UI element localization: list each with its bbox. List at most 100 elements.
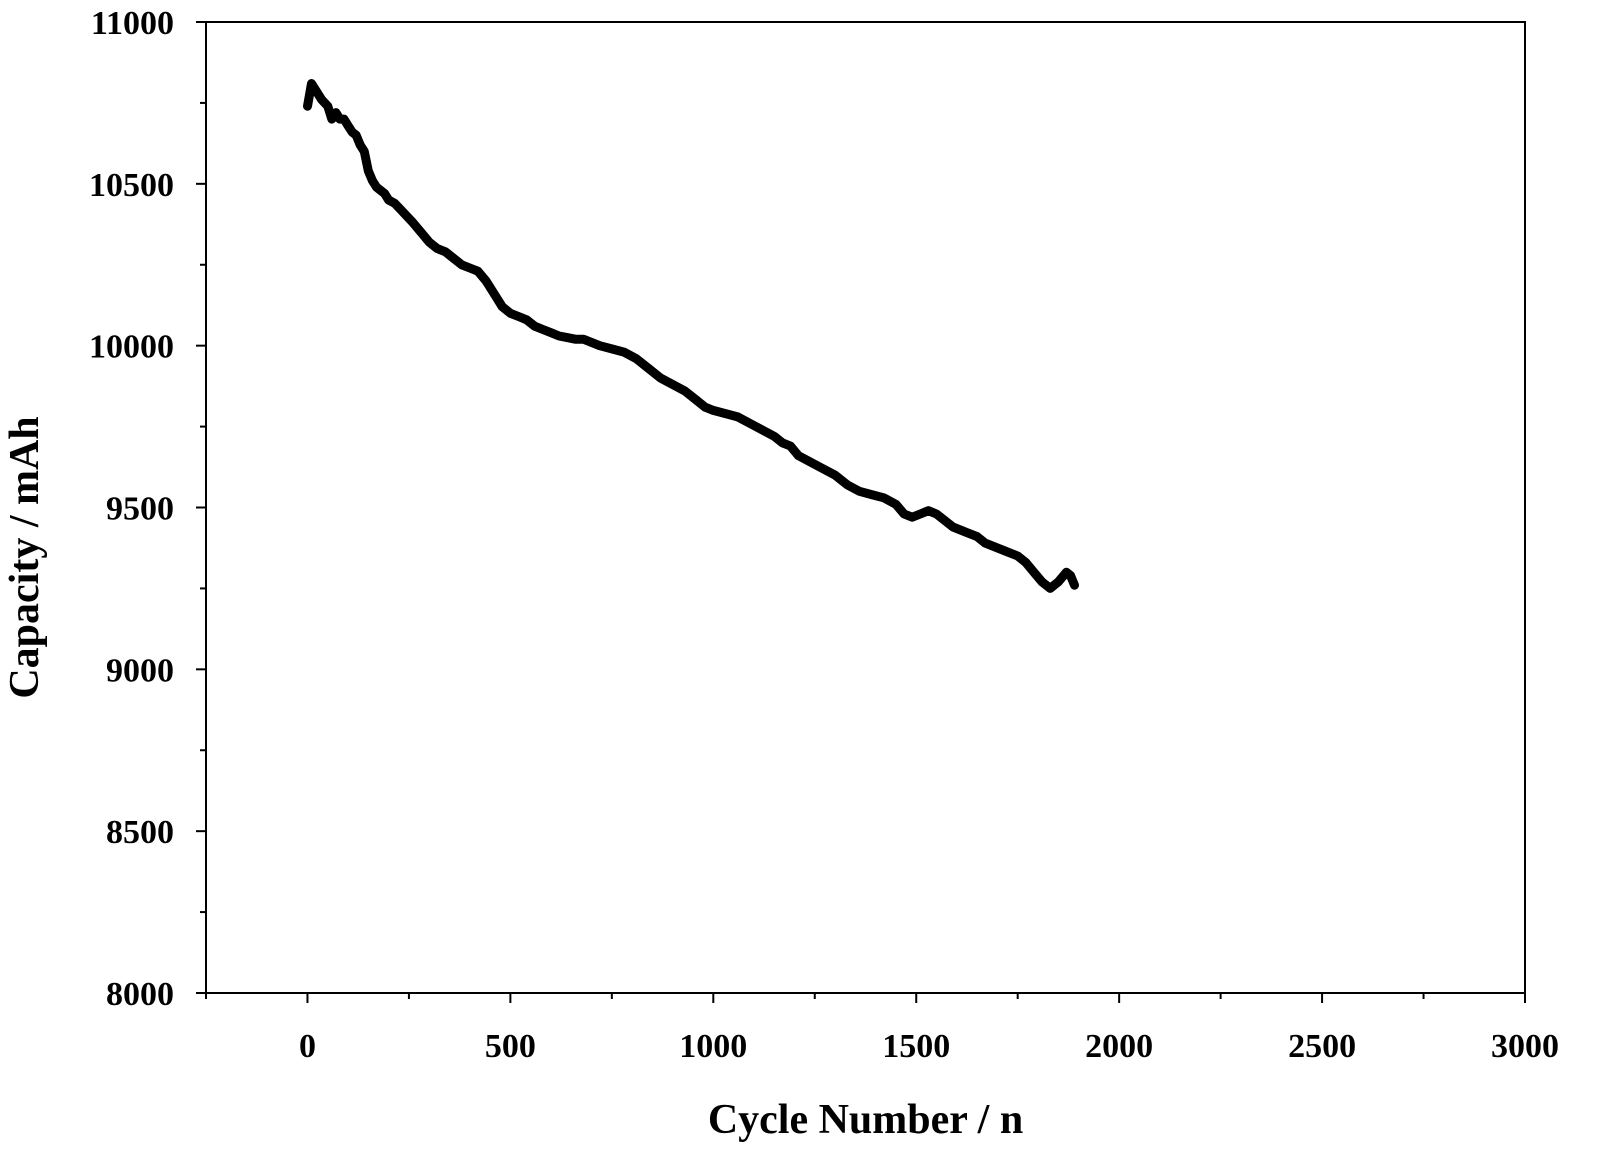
data-point — [303, 102, 312, 111]
data-point — [1054, 577, 1063, 586]
x-tick-label: 0 — [299, 1028, 316, 1065]
data-point — [555, 331, 564, 340]
data-point — [879, 493, 888, 502]
data-point — [327, 115, 336, 124]
y-tick-label: 11000 — [91, 5, 174, 42]
data-point — [867, 490, 876, 499]
data-point — [482, 276, 491, 285]
data-point — [916, 509, 925, 518]
data-point — [563, 333, 572, 342]
data-point — [390, 199, 399, 208]
data-point — [632, 354, 641, 363]
data-point — [1038, 577, 1047, 586]
data-point — [595, 341, 604, 350]
data-point — [818, 464, 827, 473]
y-tick-label: 8000 — [106, 976, 174, 1013]
data-point — [770, 432, 779, 441]
data-point — [668, 380, 677, 389]
data-point — [900, 509, 909, 518]
data-point — [473, 267, 482, 276]
data-point — [1029, 568, 1038, 577]
x-tick-label: 3000 — [1491, 1028, 1559, 1065]
data-point — [745, 419, 754, 428]
data-point — [384, 196, 393, 205]
data-point — [964, 529, 973, 538]
data-point — [1013, 552, 1022, 561]
data-point — [680, 386, 689, 395]
y-tick-label: 8500 — [106, 814, 174, 851]
data-point — [522, 315, 531, 324]
data-point — [433, 244, 442, 253]
data-point — [693, 396, 702, 405]
y-tick-label: 10000 — [89, 329, 174, 366]
plot-area-frame — [205, 21, 1526, 994]
y-axis-title: Capacity / mAh — [2, 416, 48, 698]
data-point — [417, 228, 426, 237]
data-point — [932, 509, 941, 518]
data-point — [940, 516, 949, 525]
data-point — [498, 302, 507, 311]
data-point — [709, 406, 718, 415]
data-point — [311, 85, 320, 94]
data-point — [855, 487, 864, 496]
data-point — [981, 539, 990, 548]
data-point — [656, 374, 665, 383]
data-point — [806, 458, 815, 467]
data-point — [973, 532, 982, 541]
data-point — [786, 442, 795, 451]
series-points — [303, 79, 1079, 593]
data-point — [956, 526, 965, 535]
data-point — [449, 254, 458, 263]
data-point — [331, 108, 340, 117]
data-point — [546, 328, 555, 337]
data-point — [948, 522, 957, 531]
y-tick-label: 10500 — [89, 167, 174, 204]
data-point — [360, 147, 369, 156]
data-point — [506, 309, 515, 318]
x-tick-label: 500 — [485, 1028, 536, 1065]
data-point — [402, 212, 411, 221]
data-point — [408, 218, 417, 227]
data-point — [579, 335, 588, 344]
x-axis-title: Cycle Number / n — [708, 1097, 1023, 1143]
data-point — [339, 115, 348, 124]
x-tick-label: 2000 — [1085, 1028, 1153, 1065]
x-axis-ticks — [205, 993, 1526, 1003]
data-point — [465, 263, 474, 272]
y-axis-tick-labels: 8000 8500 9000 9500 10000 10500 11000 — [89, 5, 174, 1013]
data-point — [307, 79, 316, 88]
data-point — [778, 438, 787, 447]
data-point — [368, 176, 377, 185]
data-point — [843, 480, 852, 489]
data-point — [352, 131, 361, 140]
data-point — [425, 238, 434, 247]
data-point — [571, 335, 580, 344]
data-point — [989, 542, 998, 551]
data-point — [441, 247, 450, 256]
data-point — [831, 471, 840, 480]
y-axis-ticks — [196, 21, 206, 994]
data-point — [607, 344, 616, 353]
data-point — [1070, 581, 1079, 590]
data-point — [380, 189, 389, 198]
y-tick-label: 9000 — [106, 652, 174, 689]
data-point — [538, 325, 547, 334]
series-line — [303, 79, 1079, 593]
data-point — [997, 545, 1006, 554]
x-tick-label: 2500 — [1288, 1028, 1356, 1065]
data-point — [758, 425, 767, 434]
data-point — [891, 500, 900, 509]
data-point — [794, 451, 803, 460]
x-tick-label: 1500 — [882, 1028, 950, 1065]
data-point — [457, 260, 466, 269]
data-point — [323, 102, 332, 111]
x-axis-tick-labels: 0 500 1000 1500 2000 2500 3000 — [299, 1028, 1559, 1065]
data-point — [620, 348, 629, 357]
x-tick-label: 1000 — [679, 1028, 747, 1065]
data-point — [644, 364, 653, 373]
data-point — [317, 95, 326, 104]
data-point — [1066, 571, 1075, 580]
data-point — [701, 403, 710, 412]
